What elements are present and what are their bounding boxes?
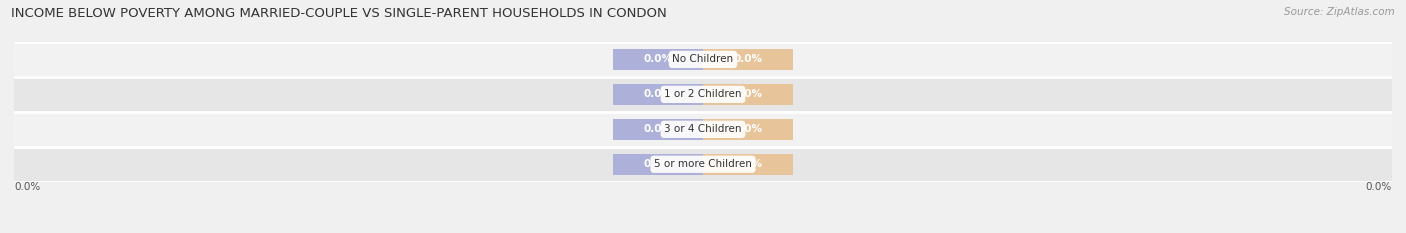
Bar (613, 119, 703, 140)
Text: Source: ZipAtlas.com: Source: ZipAtlas.com (1284, 7, 1395, 17)
Bar (703, 49, 793, 70)
Text: 3 or 4 Children: 3 or 4 Children (664, 124, 742, 134)
Text: 0.0%: 0.0% (644, 159, 672, 169)
Bar (613, 49, 703, 70)
Text: 0.0%: 0.0% (14, 182, 41, 192)
Bar (613, 84, 703, 105)
Text: 0.0%: 0.0% (734, 55, 762, 64)
Bar (14, 42, 1392, 77)
Bar (14, 147, 1392, 182)
Text: 0.0%: 0.0% (734, 159, 762, 169)
Bar (703, 119, 793, 140)
Text: 0.0%: 0.0% (644, 55, 672, 64)
Text: 0.0%: 0.0% (734, 89, 762, 99)
Text: 0.0%: 0.0% (1365, 182, 1392, 192)
Text: INCOME BELOW POVERTY AMONG MARRIED-COUPLE VS SINGLE-PARENT HOUSEHOLDS IN CONDON: INCOME BELOW POVERTY AMONG MARRIED-COUPL… (11, 7, 666, 20)
Bar (14, 112, 1392, 147)
Bar (703, 84, 793, 105)
Bar (613, 154, 703, 175)
Bar (703, 154, 793, 175)
Text: 0.0%: 0.0% (644, 124, 672, 134)
Text: 0.0%: 0.0% (734, 124, 762, 134)
Text: 0.0%: 0.0% (644, 89, 672, 99)
Text: 1 or 2 Children: 1 or 2 Children (664, 89, 742, 99)
Text: No Children: No Children (672, 55, 734, 64)
Text: 5 or more Children: 5 or more Children (654, 159, 752, 169)
Bar (14, 77, 1392, 112)
